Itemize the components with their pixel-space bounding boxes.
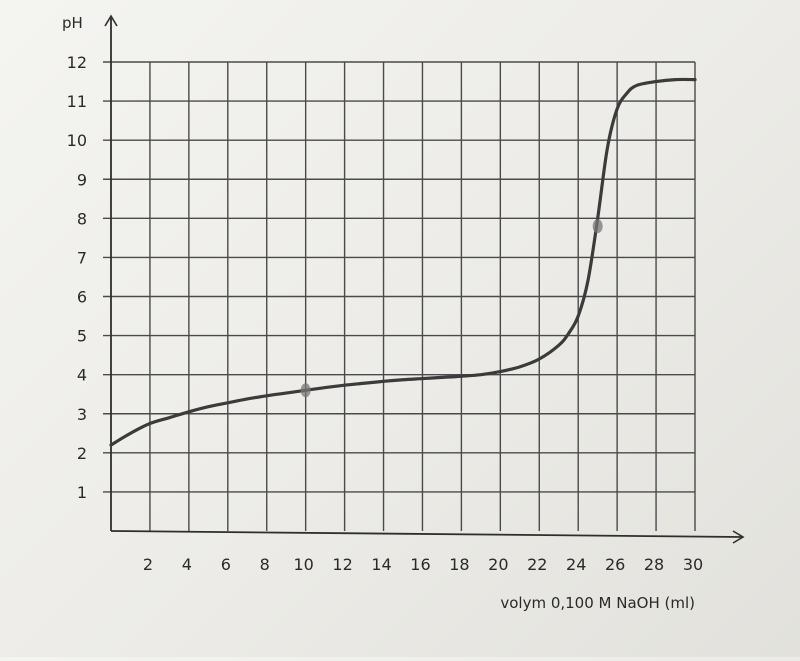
grid: [103, 61, 696, 531]
x-tick-label-4: 4: [182, 555, 192, 574]
y-axis-arrow: [104, 14, 118, 27]
x-tick-label-14: 14: [371, 555, 391, 574]
x-axis-arrow: [732, 530, 745, 544]
x-tick-label-22: 22: [527, 555, 547, 574]
annotation-markers: [300, 219, 603, 398]
x-axis-line: [110, 530, 743, 538]
x-tick-label-20: 20: [488, 555, 508, 574]
data-marker-1: [592, 219, 603, 234]
x-tick-label-10: 10: [293, 555, 313, 574]
y-tick-label-3: 3: [77, 405, 87, 424]
y-tick-label-10: 10: [67, 131, 87, 150]
x-tick-label-24: 24: [566, 555, 586, 574]
y-tick-label-1: 1: [77, 483, 87, 502]
x-tick-label-26: 26: [605, 555, 625, 574]
y-tick-label-7: 7: [77, 248, 87, 267]
x-tick-label-30: 30: [683, 555, 703, 574]
x-tick-label-6: 6: [221, 555, 231, 574]
y-tick-label-12: 12: [67, 53, 87, 72]
data-marker-0: [300, 383, 311, 398]
x-tick-label-2: 2: [143, 555, 153, 574]
y-tick-label-9: 9: [77, 170, 87, 189]
x-tick-label-12: 12: [332, 555, 352, 574]
x-axis-label: volym 0,100 M NaOH (ml): [500, 594, 695, 612]
x-tick-label-18: 18: [449, 555, 469, 574]
y-tick-label-8: 8: [77, 209, 87, 228]
y-axis-label: pH: [62, 14, 83, 32]
titration-curve-0: [109, 77, 697, 447]
y-tick-label-6: 6: [77, 288, 87, 307]
y-tick-label-2: 2: [77, 444, 87, 463]
x-tick-label-8: 8: [260, 555, 270, 574]
x-tick-label-28: 28: [644, 555, 664, 574]
y-tick-label-5: 5: [77, 327, 87, 346]
y-tick-label-4: 4: [77, 366, 87, 385]
data-series: [109, 77, 697, 447]
axes: [104, 14, 745, 544]
x-tick-label-16: 16: [410, 555, 430, 574]
y-tick-label-11: 11: [67, 92, 87, 111]
axis-titles: pH volym 0,100 M NaOH (ml): [62, 14, 695, 612]
